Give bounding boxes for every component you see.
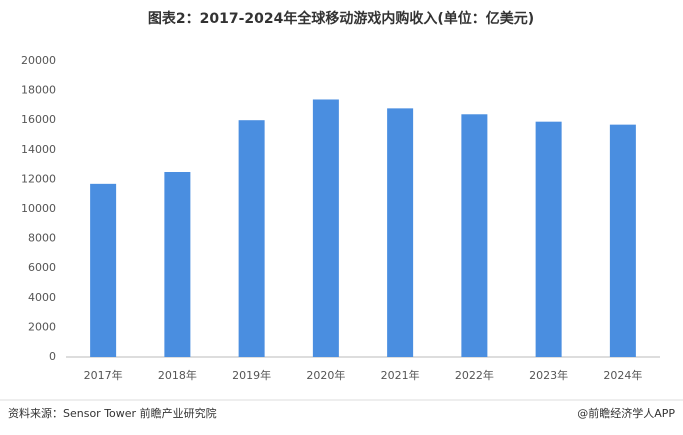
x-tick-label: 2017年 [84, 368, 123, 382]
x-tick-label: 2020年 [306, 368, 345, 382]
bar [90, 183, 117, 357]
bar [609, 124, 636, 357]
bar [387, 108, 414, 357]
y-tick-label: 18000 [21, 84, 56, 97]
y-tick-label: 10000 [21, 202, 56, 215]
y-tick-label: 6000 [28, 261, 56, 274]
chart-title: 图表2：2017-2024年全球移动游戏内购收入(单位：亿美元) [148, 10, 534, 27]
bar [461, 114, 488, 357]
bar [164, 172, 191, 357]
x-tick-label: 2024年 [603, 368, 642, 382]
credit: @前瞻经济学人APP [577, 406, 675, 420]
x-tick-label: 2019年 [232, 368, 271, 382]
y-tick-label: 20000 [21, 54, 56, 67]
x-tick-label: 2022年 [455, 368, 494, 382]
y-tick-label: 16000 [21, 113, 56, 126]
y-tick-label: 12000 [21, 172, 56, 185]
bar [238, 120, 265, 357]
bar [535, 121, 562, 358]
x-tick-label: 2018年 [158, 368, 197, 382]
y-tick-label: 0 [49, 350, 56, 363]
y-tick-label: 14000 [21, 143, 56, 156]
y-tick-label: 8000 [28, 232, 56, 245]
bar [312, 99, 339, 357]
x-tick-label: 2021年 [381, 368, 420, 382]
source: 资料来源：Sensor Tower 前瞻产业研究院 [8, 406, 217, 420]
x-tick-label: 2023年 [529, 368, 568, 382]
y-tick-label: 4000 [28, 291, 56, 304]
y-tick-label: 2000 [28, 320, 56, 333]
